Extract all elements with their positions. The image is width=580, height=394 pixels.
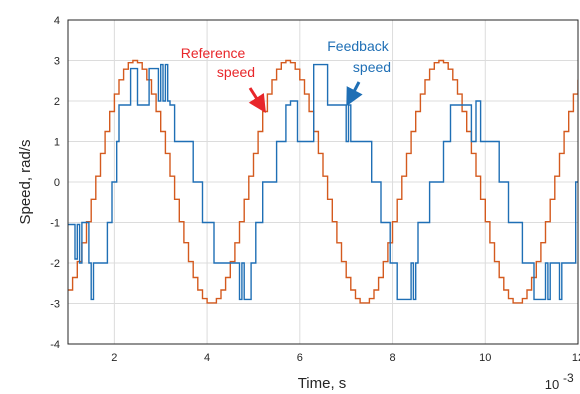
y-tick-label: 0: [54, 177, 60, 189]
reference-label-line2: speed: [217, 64, 255, 80]
x-tick-label: 4: [204, 352, 210, 364]
reference-label-line1: Reference: [181, 45, 246, 61]
x-tick-label: 10: [479, 352, 491, 364]
reference-arrow: [248, 87, 266, 114]
y-tick-label: 2: [54, 96, 60, 108]
feedback-label-line1: Feedback: [327, 38, 389, 54]
y-tick-label: -2: [50, 258, 60, 270]
y-tick-label: -4: [50, 339, 60, 351]
series-layer: [68, 59, 578, 304]
y-tick-label: -1: [50, 218, 60, 230]
x-axis-label: Time, s: [298, 375, 347, 392]
y-tick-label: -3: [50, 299, 60, 311]
x-tick-label: 6: [297, 352, 303, 364]
x-multiplier-exponent: -3: [563, 371, 574, 385]
plot-frame: [67, 19, 579, 345]
x-tick-label: 12: [572, 352, 580, 364]
feedback-arrow: [346, 81, 363, 107]
x-multiplier-base: 10: [545, 377, 559, 392]
feedback-speed-series: [68, 63, 578, 301]
y-axis-label: Speed, rad/s: [17, 139, 34, 224]
x-tick-label: 2: [111, 352, 117, 364]
y-tick-label: 4: [54, 15, 60, 27]
y-tick-label: 1: [54, 137, 60, 149]
tick-labels: 2468101243210-1-2-3-4: [50, 15, 580, 364]
feedback-label-line2: speed: [353, 59, 391, 75]
y-tick-label: 3: [54, 56, 60, 68]
reference-speed-series: [68, 59, 578, 304]
x-tick-label: 8: [389, 352, 395, 364]
